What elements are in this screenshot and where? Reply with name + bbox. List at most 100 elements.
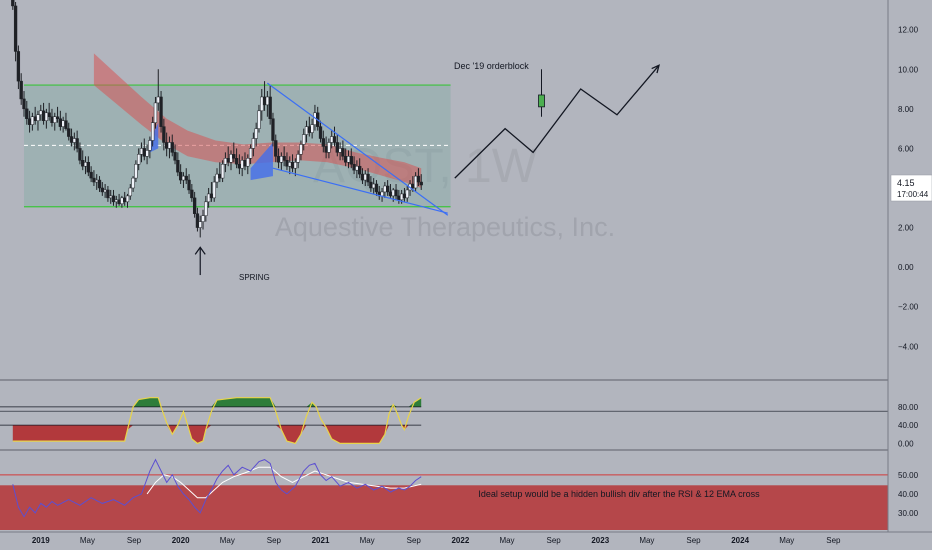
candle-body [97, 179, 102, 189]
candle-body [44, 112, 49, 121]
rsi-tick-label: 50.00 [898, 471, 919, 480]
candle-body [402, 193, 407, 199]
candle-body [229, 154, 233, 163]
candle-body [103, 189, 107, 193]
candle-body [260, 96, 264, 112]
candle-body [137, 154, 141, 165]
candle-body [411, 183, 415, 189]
candle-body [92, 177, 96, 183]
candle-body [299, 144, 303, 155]
price-tick-label: 8.00 [898, 105, 914, 114]
candle-body [248, 148, 253, 159]
candle-body [399, 193, 404, 201]
candle-body [111, 195, 116, 203]
candle-body [83, 162, 88, 167]
orderblock-label: Dec '19 orderblock [454, 61, 529, 71]
candle-body [360, 173, 365, 181]
candle-body [201, 215, 205, 222]
candle-body [341, 148, 345, 157]
candle-body [276, 156, 281, 163]
candle-body [13, 5, 18, 52]
oscillator-pane [0, 397, 888, 445]
candle-body [388, 191, 393, 197]
oscillator-axis[interactable]: 80.00 40.00 0.00 [898, 403, 919, 449]
candle-body [304, 126, 309, 135]
candle-body [332, 136, 337, 143]
orderblock-body [538, 94, 545, 108]
candle-body [330, 136, 334, 143]
candle-body [173, 152, 177, 161]
candle-body [374, 183, 379, 193]
candle-body [209, 193, 214, 199]
candle-body [274, 140, 278, 157]
ema-cross-fill-1 [250, 142, 273, 181]
candle-body [153, 102, 158, 123]
osc-line [12, 397, 422, 445]
candle-body [391, 189, 395, 197]
price-tick-label: 12.00 [898, 26, 919, 35]
rsi-tick-label: 30.00 [898, 509, 919, 518]
candle-body [36, 114, 40, 121]
candle-body [240, 160, 244, 169]
candle-body [262, 96, 267, 106]
candle-body [254, 128, 258, 139]
osc-bull-area [12, 397, 422, 407]
candle-body [167, 142, 172, 149]
candle-body [184, 175, 188, 181]
candle-body [95, 179, 99, 183]
candle-body [346, 156, 351, 163]
price-tick-label: 10.00 [898, 65, 919, 74]
candle-body [162, 126, 166, 143]
time-tick-label: 2022 [451, 536, 469, 545]
candle-body [204, 201, 208, 216]
candle-body [215, 173, 219, 183]
rsi-line [12, 458, 422, 518]
candle-body [237, 163, 242, 169]
candle-body [279, 156, 284, 163]
candle-body [61, 120, 65, 127]
candle-body [293, 162, 297, 169]
candle-body [75, 138, 79, 149]
candle-body [338, 148, 342, 153]
candle-body [64, 120, 68, 129]
time-tick-label: Sep [547, 536, 562, 545]
candle-body [50, 116, 54, 123]
price-tick-label: −2.00 [898, 303, 919, 312]
candle-body [218, 173, 222, 179]
candle-body [47, 112, 51, 117]
candle-body [413, 175, 418, 189]
time-tick-label: May [779, 536, 794, 545]
candle-body [372, 183, 376, 189]
orderblock-candle [538, 69, 545, 117]
candle-body [307, 126, 311, 133]
candle-body [394, 189, 398, 197]
rsi-note: Ideal setup would be a hidden bullish di… [478, 489, 760, 499]
ema-cloud-band [93, 53, 422, 189]
last-price-value: 4.15 [897, 178, 915, 188]
candle-body [419, 181, 423, 186]
candle-body [100, 187, 104, 193]
time-axis[interactable]: 2019 May Sep 2020 May Sep 2021 May Sep 2022 May Sep… [32, 536, 841, 545]
candle-body [358, 165, 362, 175]
candle-body [226, 158, 230, 163]
time-tick-label: 2021 [312, 536, 330, 545]
rsi-axis[interactable]: 50.00 40.00 30.00 [898, 471, 919, 518]
candle-body [416, 175, 421, 183]
candle-body [128, 187, 132, 197]
candle-body [271, 118, 275, 141]
candle-body [285, 160, 289, 167]
last-price-badge [890, 174, 932, 202]
candle-body [123, 197, 127, 203]
candle-body [78, 148, 82, 161]
candle-body [187, 179, 191, 191]
candles [11, 0, 423, 238]
candle-body [324, 146, 328, 153]
wedge-upper-line [267, 82, 449, 216]
candle-body [139, 148, 144, 155]
candle-body [234, 158, 239, 165]
candle-body [363, 173, 367, 181]
candle-body [55, 116, 60, 119]
spring-arrow [194, 246, 206, 276]
